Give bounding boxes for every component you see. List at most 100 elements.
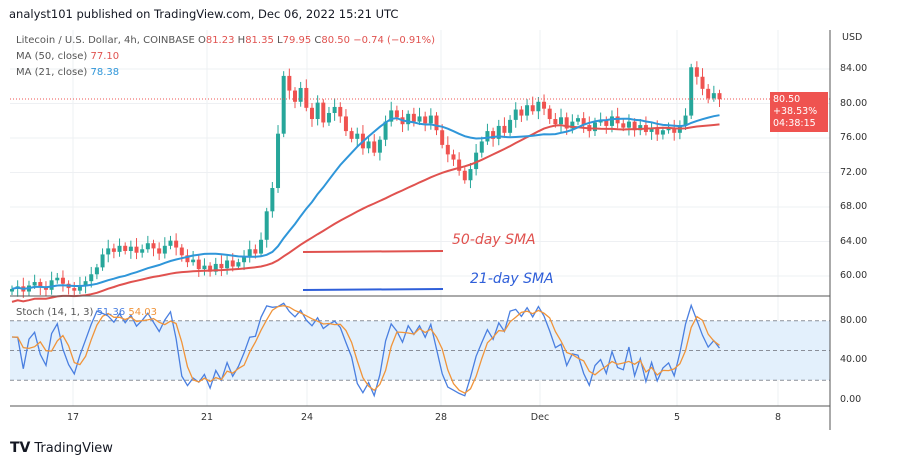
ma21-value: 78.38: [90, 67, 120, 78]
y-tick-label: 72.00: [840, 166, 868, 178]
currency-label: USD: [842, 32, 863, 43]
stoch-legend: Stoch (14, 1, 3) 51.36 54.03: [16, 307, 157, 318]
y-tick-label: 84.00: [840, 63, 868, 74]
candle-body: [576, 118, 580, 122]
candle-body: [389, 110, 394, 122]
candle-body: [145, 243, 150, 250]
candle-body: [592, 122, 597, 132]
last-price: 80.50: [773, 94, 801, 105]
candle-body: [428, 115, 433, 124]
candle-body: [525, 105, 530, 116]
candle-body: [513, 109, 518, 120]
candle-body: [32, 282, 37, 286]
symbol-name: Litecoin / U.S. Dollar, 4h, COINBASE: [16, 35, 195, 46]
candle-body: [242, 256, 247, 263]
stoch-tick-label: 0.00: [840, 394, 862, 405]
candle-body: [508, 119, 513, 133]
candle-body: [343, 116, 348, 132]
stoch-label: Stoch (14, 1, 3): [16, 307, 94, 318]
candle-body: [174, 240, 179, 248]
candle-body: [162, 245, 167, 254]
candle-body: [655, 127, 660, 135]
candle-body: [694, 67, 699, 77]
candle-body: [106, 248, 111, 255]
candle-body: [72, 288, 77, 291]
candle-body: [321, 102, 326, 123]
candle-body: [496, 125, 501, 139]
candle-body: [134, 246, 139, 253]
bar-countdown: 04:38:15: [773, 118, 816, 129]
candle-body: [168, 240, 173, 246]
price-change-pct: +38.53%: [773, 106, 818, 117]
candle-body: [570, 121, 575, 129]
change-value: −0.74 (−0.91%): [353, 35, 436, 46]
candle-body: [10, 288, 14, 292]
candle-body: [457, 159, 462, 171]
candle-body: [77, 285, 82, 291]
candle-body: [117, 245, 122, 252]
y-tick-label: 60.00: [840, 270, 868, 281]
stoch-tick-label: 40.00: [840, 354, 868, 366]
candle-body: [338, 106, 343, 117]
sma50-annotation: 50-day SMA: [452, 232, 536, 248]
candle-body: [440, 130, 445, 145]
candle-body: [445, 144, 450, 155]
y-tick-label: 68.00: [840, 201, 868, 212]
stoch-k-value: 51.36: [96, 307, 126, 318]
x-tick-label: 24: [300, 412, 314, 423]
candle-body: [225, 260, 230, 269]
logo-text: TradingView: [34, 440, 113, 456]
stoch-levels: [10, 320, 830, 381]
candle-body: [123, 245, 128, 251]
y-tick-label: 76.00: [840, 132, 868, 143]
candle-body: [666, 128, 671, 131]
candle-body: [411, 113, 416, 122]
low-label: L: [277, 35, 283, 46]
candle-body: [564, 117, 569, 129]
x-tick-label: 5: [673, 412, 681, 423]
candle-body: [157, 248, 162, 254]
candle-body: [372, 141, 377, 153]
ma21-label: MA (21, close): [16, 67, 88, 78]
symbol-legend: Litecoin / U.S. Dollar, 4h, COINBASE O81…: [16, 35, 435, 46]
candle-body: [49, 280, 54, 290]
close-label: C: [314, 35, 322, 46]
last-price-tag: 80.50 +38.53% 04:38:15: [770, 92, 828, 132]
candle-body: [383, 121, 388, 140]
tradingview-logo[interactable]: 𝗧𝗩 TradingView: [10, 440, 113, 456]
stoch-d-value: 54.03: [128, 307, 158, 318]
candle-body: [89, 274, 94, 282]
candle-body: [468, 169, 473, 181]
candle-body: [264, 211, 269, 240]
candle-body: [326, 112, 331, 123]
candle-body: [604, 119, 609, 126]
candle-body: [60, 277, 65, 284]
candle-body: [202, 265, 207, 270]
candle-body: [672, 128, 677, 133]
candle-body: [281, 75, 286, 134]
candle-body: [394, 110, 399, 118]
candle-body: [485, 131, 490, 142]
candle-body: [542, 101, 547, 109]
candle-body: [377, 139, 382, 153]
candle-body: [196, 259, 201, 270]
candle-body: [474, 152, 479, 170]
candle-body: [140, 249, 145, 253]
open-value: 81.23: [205, 35, 235, 46]
x-tick-label: 17: [66, 412, 80, 423]
candle-body: [179, 247, 184, 256]
candle-body: [638, 125, 643, 131]
candle-body: [451, 154, 456, 160]
candle-body: [536, 101, 541, 112]
ma50-line: [11, 123, 720, 303]
candle-body: [94, 267, 99, 275]
candle-body: [43, 287, 48, 290]
candle-body: [349, 131, 354, 139]
ma50-label: MA (50, close): [16, 51, 88, 62]
candle-body: [293, 90, 297, 102]
candle-body: [530, 105, 535, 112]
candle-body: [298, 87, 303, 102]
candle-body: [151, 243, 156, 249]
